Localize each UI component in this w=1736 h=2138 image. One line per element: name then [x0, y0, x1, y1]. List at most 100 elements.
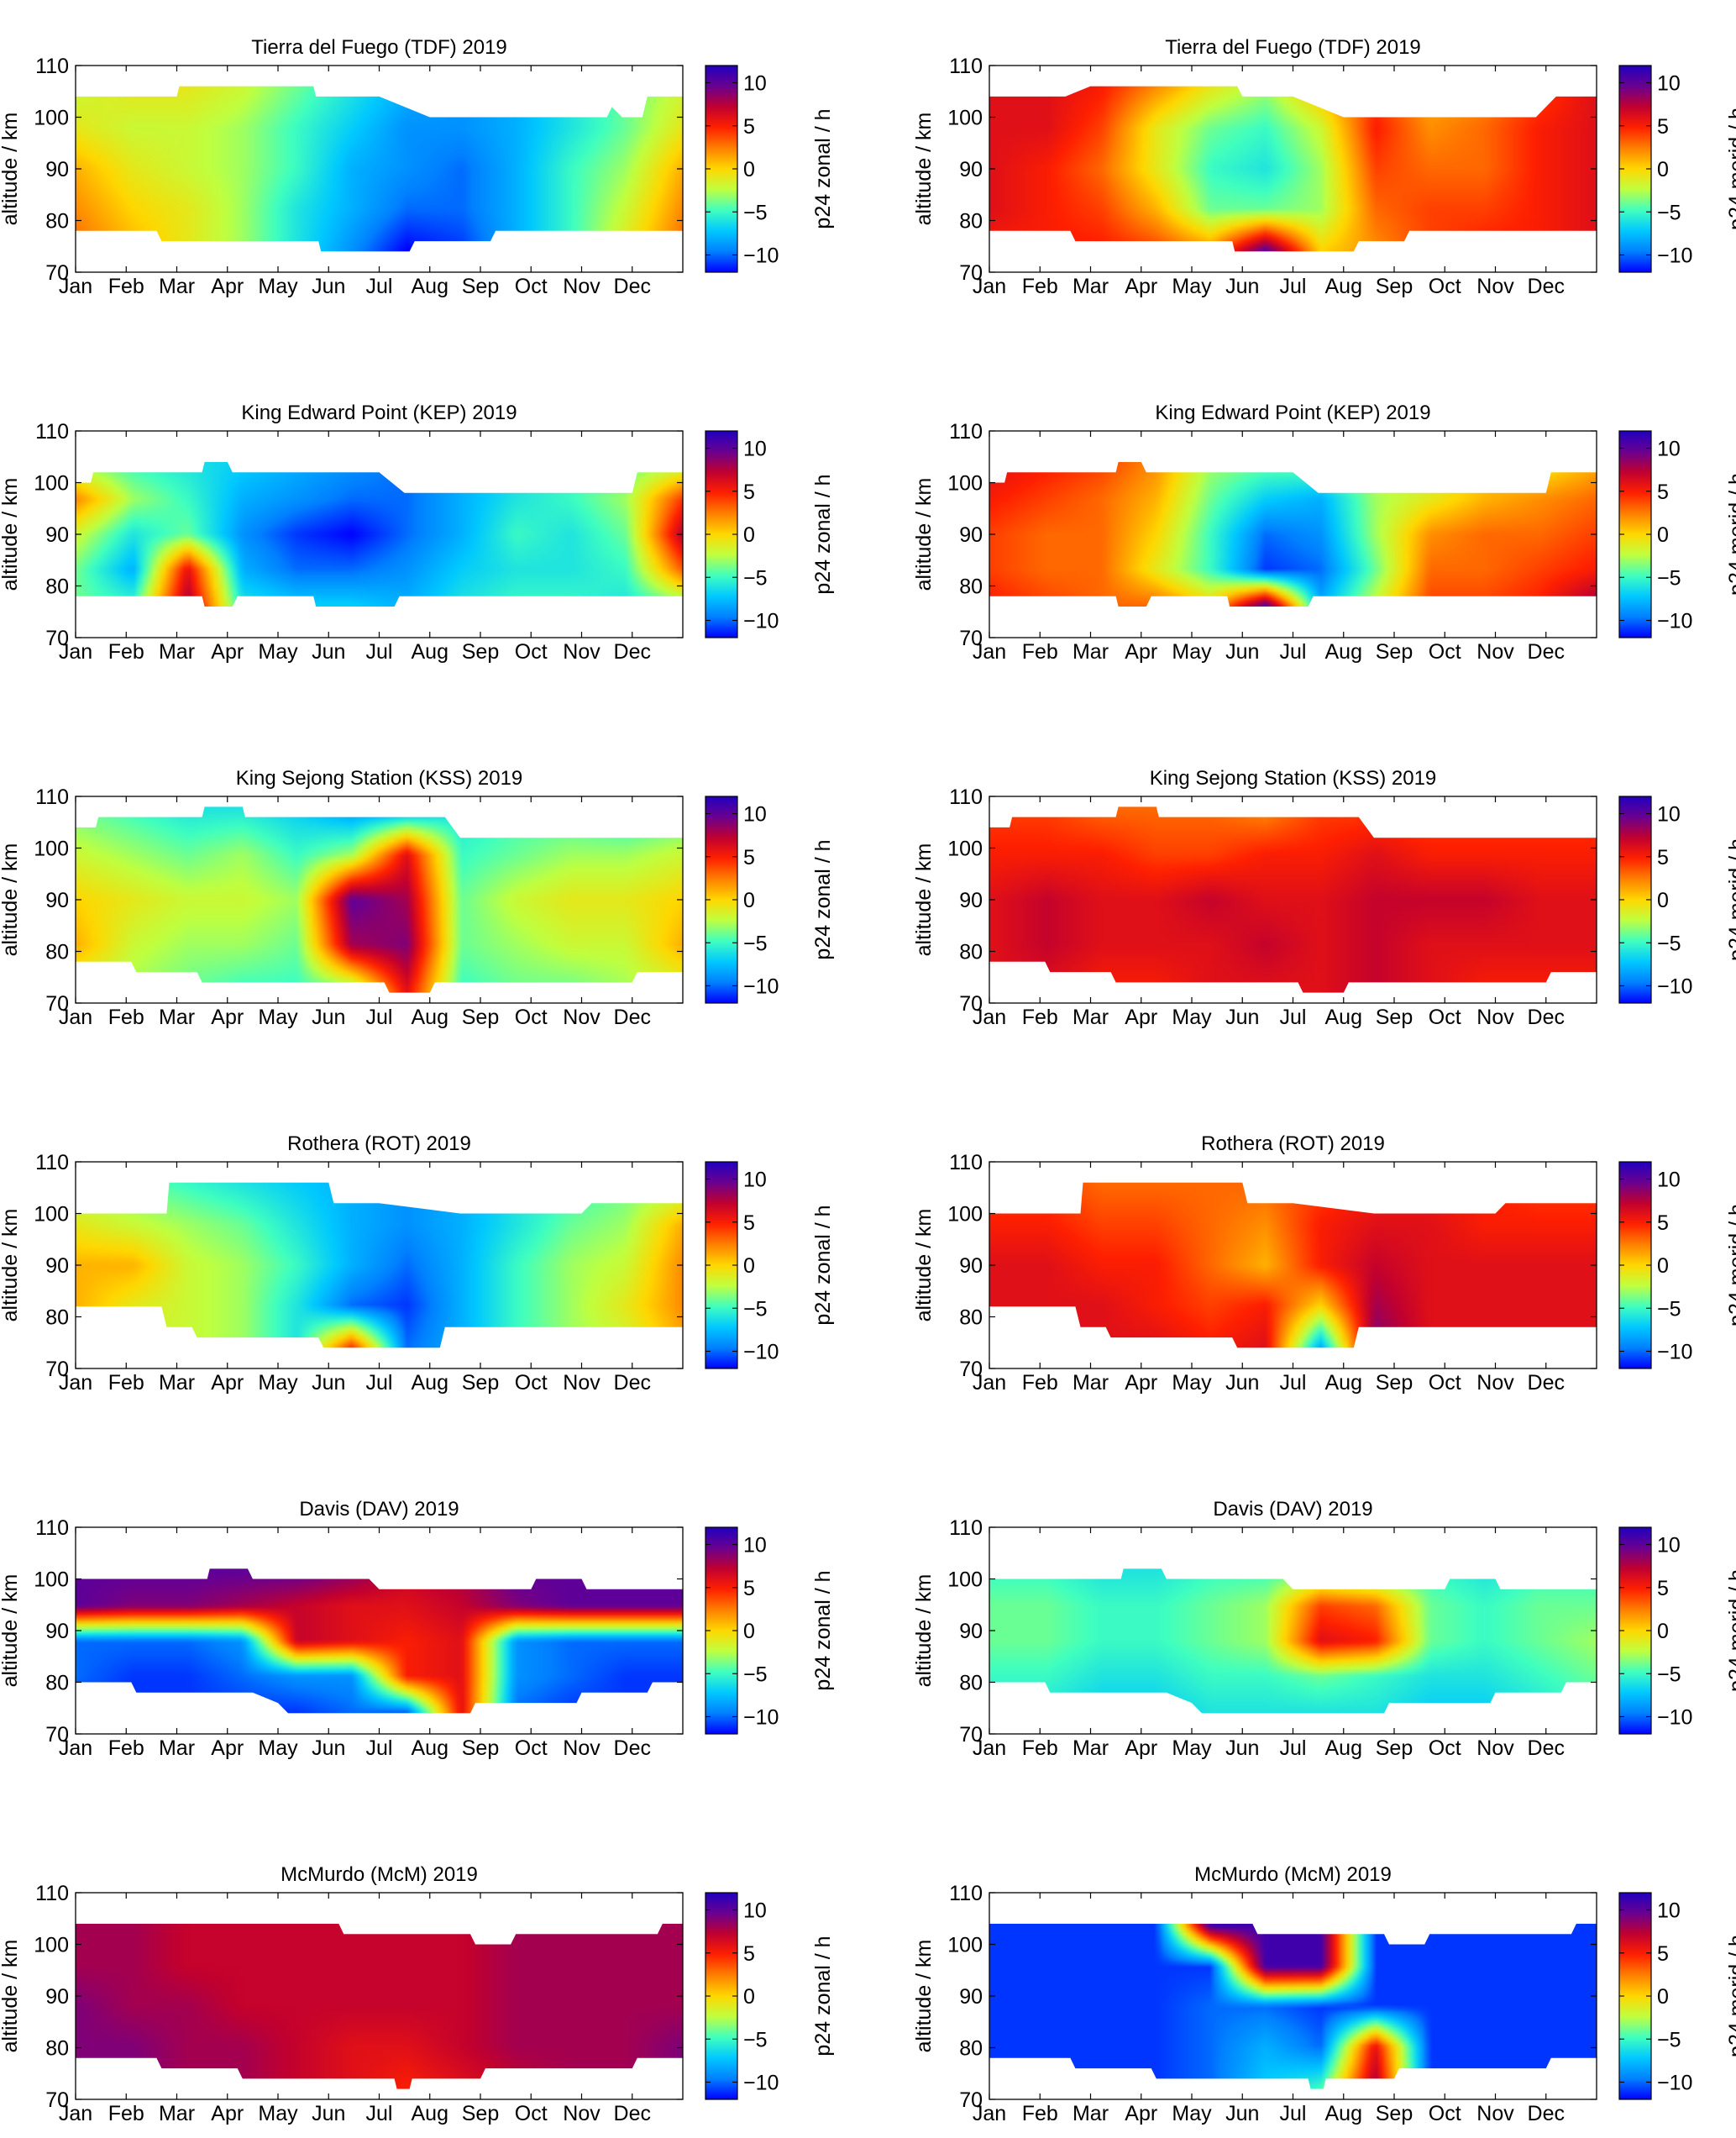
colorbar-tick-label: −5	[743, 1663, 768, 1686]
colorbar-tick-label: 10	[1657, 1534, 1681, 1558]
x-tick-label: Apr	[1125, 1736, 1157, 1760]
colorbar-label: p24 zonal / h	[811, 839, 835, 959]
y-axis-label: altitude / km	[0, 1209, 22, 1322]
y-tick-label: 100	[947, 1203, 983, 1227]
y-tick-label: 70	[959, 992, 983, 1016]
colorbar-tick-label: −5	[743, 2028, 768, 2051]
colorbar-label: p24 merid / h	[1725, 108, 1736, 230]
x-tick-label: Apr	[211, 1006, 244, 1029]
x-tick-label: Nov	[1476, 1006, 1514, 1029]
x-tick-label: Dec	[614, 2102, 651, 2125]
chart-title: King Sejong Station (KSS) 2019	[1150, 767, 1437, 790]
x-tick-label: Sep	[462, 2102, 499, 2125]
y-tick-label: 90	[959, 523, 983, 547]
colorbar-tick-label: 10	[1657, 438, 1681, 461]
x-tick-label: Feb	[108, 1371, 144, 1395]
x-tick-label: Apr	[1125, 1371, 1157, 1395]
y-tick-label: 100	[947, 107, 983, 130]
y-tick-label: 110	[35, 420, 69, 444]
y-axis-label: altitude / km	[912, 1574, 936, 1688]
chart-panel: King Sejong Station (KSS) 20197080901001…	[912, 767, 1736, 1029]
x-tick-label: Apr	[1125, 1006, 1157, 1029]
x-tick-label: Oct	[1429, 1371, 1461, 1395]
y-tick-label: 90	[45, 523, 69, 547]
colorbar-label: p24 zonal / h	[811, 474, 835, 594]
x-tick-label: Aug	[412, 2102, 448, 2125]
x-tick-label: Mar	[159, 2102, 195, 2125]
chart-title: Rothera (ROT) 2019	[1201, 1132, 1385, 1155]
x-tick-label: May	[1172, 640, 1212, 664]
colorbar-tick-label: −10	[1657, 975, 1692, 999]
x-tick-label: Jul	[366, 1736, 393, 1760]
y-tick-label: 100	[34, 107, 69, 130]
x-tick-label: Dec	[1528, 275, 1565, 298]
x-tick-label: Aug	[1325, 640, 1362, 664]
chart-title: McMurdo (McM) 2019	[281, 1863, 478, 1886]
y-tick-label: 100	[947, 472, 983, 496]
x-tick-label: Jan	[59, 1371, 92, 1395]
x-tick-label: Mar	[1073, 640, 1109, 664]
x-tick-label: Feb	[1022, 1736, 1058, 1760]
colorbar-label: p24 merid / h	[1725, 473, 1736, 596]
colorbar-tick-label: −5	[1657, 1297, 1681, 1321]
x-tick-label: Oct	[1429, 2102, 1461, 2125]
x-tick-label: Nov	[563, 275, 601, 298]
x-tick-label: Sep	[462, 275, 499, 298]
x-tick-label: Mar	[159, 1006, 195, 1029]
x-tick-label: May	[258, 1736, 298, 1760]
y-tick-label: 80	[959, 2037, 983, 2061]
x-tick-label: Dec	[614, 1371, 651, 1395]
x-tick-label: Mar	[1073, 275, 1109, 298]
x-tick-label: May	[1172, 2102, 1212, 2125]
x-tick-label: Jul	[1280, 275, 1307, 298]
x-tick-label: Oct	[1429, 275, 1461, 298]
y-tick-label: 80	[959, 1306, 983, 1330]
x-tick-label: Mar	[159, 640, 195, 664]
colorbar-tick-label: 5	[743, 846, 755, 869]
y-tick-label: 80	[45, 210, 69, 234]
colorbar-label: p24 merid / h	[1725, 838, 1736, 961]
y-tick-label: 70	[959, 261, 983, 285]
colorbar-tick-label: 5	[1657, 1211, 1669, 1235]
x-tick-label: Jul	[366, 640, 393, 664]
colorbar-tick-label: 0	[743, 889, 755, 912]
x-tick-label: Oct	[515, 275, 548, 298]
colorbar-tick-label: 10	[1657, 1169, 1681, 1192]
x-tick-label: Sep	[1376, 275, 1413, 298]
x-tick-label: May	[1172, 1736, 1212, 1760]
y-tick-label: 110	[35, 1516, 69, 1540]
x-tick-label: Aug	[1325, 1006, 1362, 1029]
chart-title: McMurdo (McM) 2019	[1194, 1863, 1392, 1886]
y-tick-label: 70	[45, 1358, 69, 1381]
x-tick-label: Jan	[973, 275, 1006, 298]
colorbar-tick-label: 5	[743, 1211, 755, 1235]
y-tick-label: 110	[949, 1151, 983, 1174]
y-axis-label: altitude / km	[912, 843, 936, 957]
colorbar	[705, 65, 738, 273]
x-tick-label: Aug	[1325, 1371, 1362, 1395]
x-tick-label: Apr	[1125, 275, 1157, 298]
colorbar-tick-label: 0	[1657, 1985, 1669, 2009]
colorbar-tick-label: 10	[743, 1899, 767, 1923]
colorbar-label: p24 merid / h	[1725, 1569, 1736, 1692]
y-tick-label: 70	[959, 627, 983, 650]
y-tick-label: 80	[45, 941, 69, 964]
x-tick-label: Jun	[1225, 2102, 1259, 2125]
x-tick-label: Nov	[563, 1371, 601, 1395]
x-tick-label: Sep	[462, 1371, 499, 1395]
y-tick-label: 80	[45, 1306, 69, 1330]
x-tick-label: Jan	[59, 275, 92, 298]
x-tick-label: Jun	[312, 275, 345, 298]
colorbar-tick-label: −5	[1657, 566, 1681, 590]
heatmap-field	[76, 806, 683, 993]
y-axis-label: altitude / km	[912, 113, 936, 226]
x-tick-label: Jan	[973, 1736, 1006, 1760]
colorbar-tick-label: 10	[743, 1534, 767, 1558]
x-tick-label: Aug	[412, 1736, 448, 1760]
y-tick-label: 80	[959, 941, 983, 964]
x-tick-label: Feb	[1022, 275, 1058, 298]
heatmap-field	[76, 1568, 683, 1714]
chart-title: Tierra del Fuego (TDF) 2019	[251, 36, 507, 59]
